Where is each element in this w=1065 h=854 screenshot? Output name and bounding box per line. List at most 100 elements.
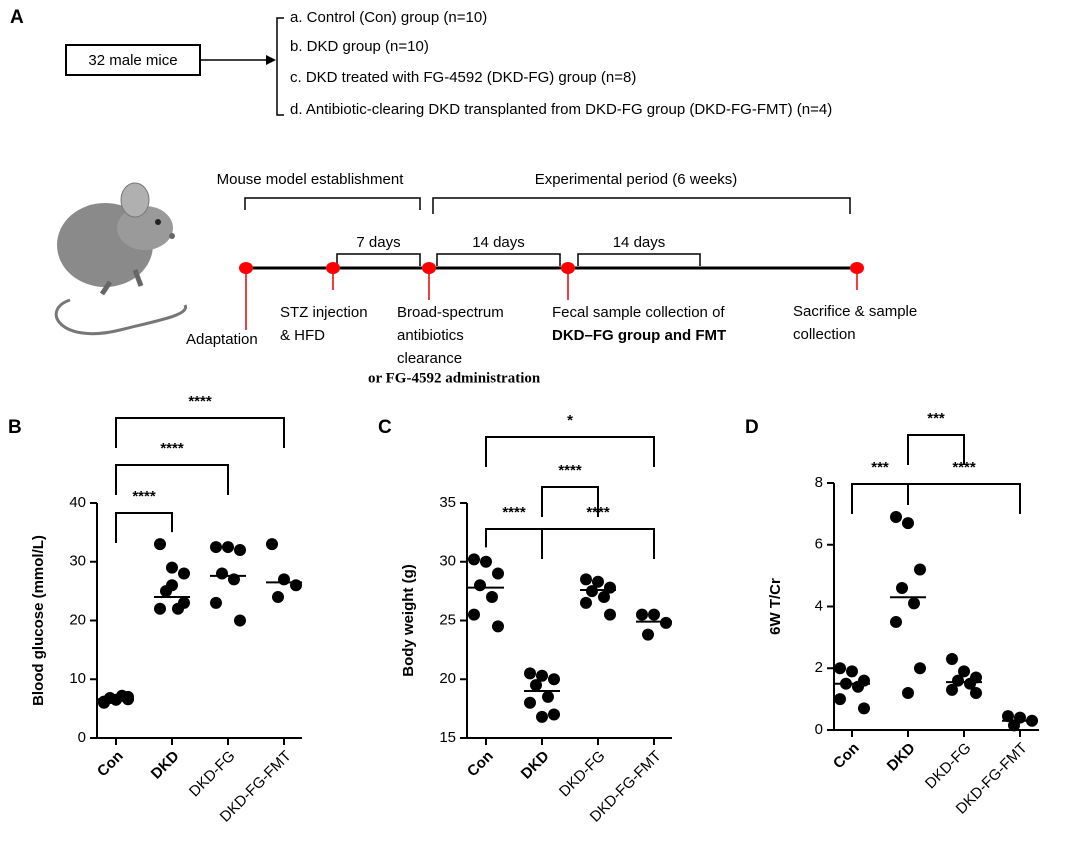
x-tick-label: DKD bbox=[884, 739, 919, 774]
significance-bracket bbox=[541, 486, 599, 517]
data-point bbox=[524, 667, 536, 680]
data-point bbox=[480, 555, 492, 568]
x-tick-label: DKD-FG bbox=[186, 748, 239, 801]
y-tick-label: 8 bbox=[815, 474, 823, 491]
data-point bbox=[210, 596, 222, 609]
data-point bbox=[642, 628, 654, 641]
event-label: Sacrifice & sample bbox=[793, 303, 917, 320]
y-axis-label: 6W T/Cr bbox=[767, 578, 784, 635]
significance-bracket bbox=[485, 528, 543, 559]
data-point bbox=[580, 596, 592, 609]
arrow-head bbox=[266, 55, 276, 65]
data-point bbox=[964, 677, 976, 690]
y-tick-label: 25 bbox=[439, 611, 456, 628]
data-point bbox=[946, 652, 958, 665]
mouse-icon bbox=[54, 182, 187, 336]
event-dot bbox=[422, 262, 436, 274]
panel-label: C bbox=[378, 417, 392, 438]
bracket bbox=[244, 197, 421, 210]
event-label: Adaptation bbox=[186, 331, 258, 348]
event-label: STZ injection bbox=[280, 304, 368, 321]
significance-bracket bbox=[115, 512, 173, 543]
significance-label: **** bbox=[160, 440, 184, 457]
group-label: c. DKD treated with FG-4592 (DKD-FG) gro… bbox=[290, 69, 636, 86]
data-point bbox=[908, 597, 920, 610]
data-point bbox=[636, 608, 648, 621]
y-tick-label: 15 bbox=[439, 729, 456, 746]
data-point bbox=[542, 690, 554, 703]
bracket bbox=[336, 253, 421, 266]
data-point bbox=[604, 608, 616, 621]
group-label: d. Antibiotic-clearing DKD transplanted … bbox=[290, 101, 832, 118]
data-point bbox=[234, 614, 246, 627]
data-point bbox=[234, 544, 246, 556]
data-point bbox=[902, 517, 914, 530]
data-point bbox=[890, 510, 902, 523]
significance-label: *** bbox=[871, 459, 889, 476]
y-tick-label: 20 bbox=[439, 670, 456, 687]
event-label: clearance bbox=[397, 350, 462, 367]
data-point bbox=[846, 665, 858, 678]
event-label: Fecal sample collection of bbox=[552, 304, 725, 321]
data-point bbox=[492, 620, 504, 633]
panel-label: B bbox=[8, 417, 22, 438]
source-text: 32 male mice bbox=[88, 52, 177, 69]
data-point bbox=[896, 581, 908, 594]
data-point bbox=[914, 563, 926, 576]
data-point bbox=[166, 561, 178, 574]
data-point bbox=[474, 579, 486, 592]
x-tick-label: Con bbox=[94, 748, 127, 781]
data-point bbox=[548, 673, 560, 686]
event-dot bbox=[850, 262, 864, 274]
data-point bbox=[858, 702, 870, 715]
data-point bbox=[902, 686, 914, 699]
event-note: or FG-4592 administration bbox=[368, 370, 541, 386]
data-point bbox=[548, 708, 560, 721]
data-point bbox=[222, 541, 234, 554]
x-tick-label: DKD bbox=[148, 747, 183, 782]
x-tick-label: DKD-FG bbox=[922, 740, 975, 793]
panel-label: A bbox=[10, 7, 24, 28]
event-label: DKD–FG group and FMT bbox=[552, 327, 726, 344]
y-tick-label: 35 bbox=[439, 494, 456, 511]
y-tick-label: 30 bbox=[69, 553, 86, 570]
y-tick-label: 2 bbox=[815, 659, 823, 676]
data-point bbox=[970, 686, 982, 699]
data-point bbox=[834, 693, 846, 706]
data-point bbox=[210, 541, 222, 554]
data-point bbox=[468, 553, 480, 566]
data-point bbox=[278, 573, 290, 586]
y-tick-label: 20 bbox=[69, 611, 86, 628]
data-point bbox=[958, 665, 970, 678]
significance-label: **** bbox=[188, 393, 212, 410]
data-point bbox=[536, 710, 548, 723]
significance-label: * bbox=[567, 412, 573, 429]
data-point bbox=[1002, 710, 1014, 723]
y-tick-label: 10 bbox=[69, 670, 86, 687]
significance-bracket bbox=[907, 483, 1021, 514]
data-point bbox=[914, 662, 926, 675]
data-point bbox=[946, 683, 958, 696]
data-point bbox=[266, 538, 278, 551]
group-bracket bbox=[276, 17, 284, 116]
bracket bbox=[577, 253, 701, 266]
data-point bbox=[468, 608, 480, 621]
data-point bbox=[952, 674, 964, 687]
x-tick-label: DKD bbox=[518, 747, 553, 782]
data-point bbox=[178, 596, 190, 609]
event-dot bbox=[561, 262, 575, 274]
interval-label: 14 days bbox=[472, 234, 525, 251]
event-label: antibiotics bbox=[397, 327, 464, 344]
y-tick-label: 30 bbox=[439, 553, 456, 570]
significance-label: **** bbox=[586, 504, 610, 521]
data-point bbox=[290, 579, 302, 592]
significance-label: *** bbox=[927, 410, 945, 427]
event-label: collection bbox=[793, 326, 856, 343]
significance-label: **** bbox=[502, 504, 526, 521]
significance-label: **** bbox=[952, 459, 976, 476]
significance-bracket bbox=[541, 528, 655, 559]
data-point bbox=[648, 608, 660, 621]
data-point bbox=[580, 573, 592, 586]
y-tick-label: 40 bbox=[69, 494, 86, 511]
